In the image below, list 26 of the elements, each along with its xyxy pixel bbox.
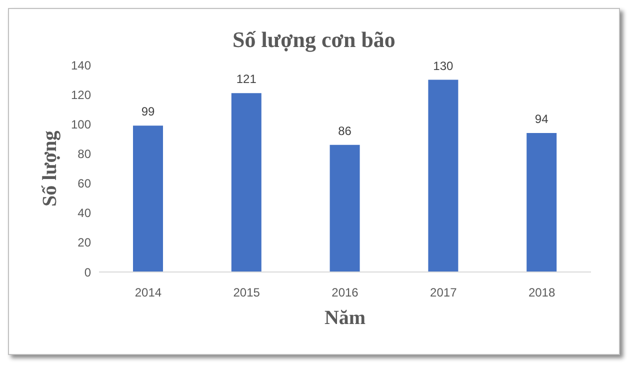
x-tick-label: 2018 — [528, 286, 556, 300]
bar — [231, 93, 262, 272]
data-label: 121 — [236, 72, 257, 86]
x-tick-label: 2015 — [233, 286, 260, 300]
y-tick-label: 120 — [70, 88, 92, 102]
bar — [330, 144, 360, 272]
data-label: 99 — [141, 104, 155, 119]
chart-title: Số lượng cơn bão — [232, 27, 396, 53]
data-label: 130 — [433, 58, 454, 73]
y-tick-label: 20 — [78, 236, 92, 250]
y-tick-label: 80 — [78, 146, 92, 161]
x-axis-title: Năm — [324, 307, 366, 329]
y-tick-label: 60 — [78, 176, 92, 191]
data-label: 86 — [338, 124, 352, 138]
data-label: 94 — [534, 112, 549, 126]
y-tick-label: 100 — [70, 117, 92, 132]
bar — [133, 126, 163, 272]
y-axis-title: Số lượng — [39, 130, 62, 206]
y-tick-label: 0 — [84, 265, 92, 280]
y-tick-label: 140 — [70, 58, 92, 72]
x-tick-label: 2016 — [332, 286, 359, 300]
x-tick-label: 2014 — [134, 286, 162, 300]
bar — [428, 80, 458, 272]
y-tick-label: 40 — [78, 206, 92, 220]
x-tick-label: 2017 — [430, 286, 458, 300]
bar — [526, 133, 557, 272]
